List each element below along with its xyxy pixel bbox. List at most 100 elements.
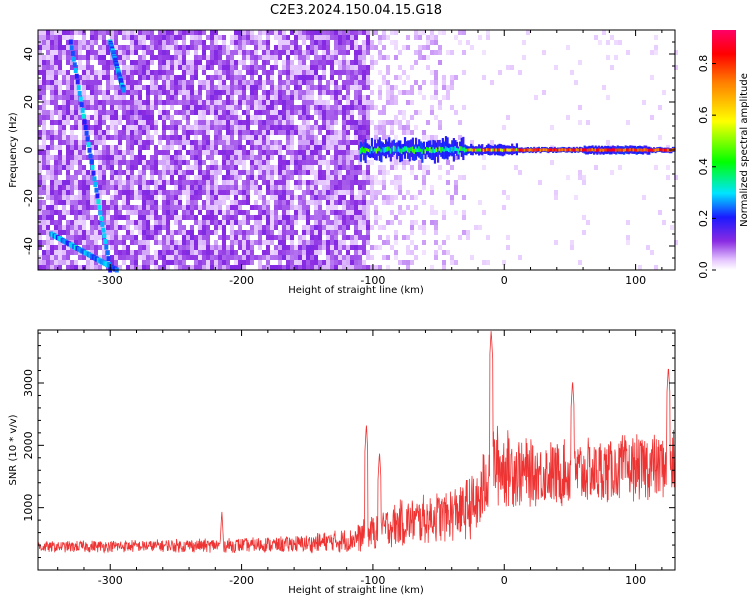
spectrogram-cell: [266, 120, 270, 125]
spectrogram-cell: [230, 185, 234, 190]
spectrogram-cell: [206, 80, 210, 85]
spectrogram-cell: [214, 195, 218, 200]
spectrogram-cell: [506, 235, 510, 240]
spectrogram-cell: [118, 195, 122, 200]
spectrogram-cell: [70, 175, 74, 180]
spectrogram-cell: [366, 160, 370, 165]
spectrogram-cell: [458, 40, 462, 45]
spectrogram-cell: [150, 35, 154, 40]
spectrogram-cell: [230, 100, 234, 105]
spectrogram-cell: [434, 85, 438, 90]
spectrogram-cell: [82, 75, 86, 80]
spectrogram-cell: [398, 75, 402, 80]
dc-line-core: [665, 148, 668, 152]
spectrogram-cell: [266, 240, 270, 245]
spectrogram-cell: [218, 260, 222, 265]
spectrogram-cell: [142, 115, 146, 120]
dc-line-core: [389, 148, 392, 154]
spectrogram-cell: [62, 165, 66, 170]
spectrogram-cell: [46, 50, 50, 55]
spectrogram-cell: [354, 175, 358, 180]
spectrogram-cell: [206, 145, 210, 150]
spectrogram-cell: [434, 115, 438, 120]
spectrogram-cell: [182, 90, 186, 95]
spectrogram-cell: [146, 145, 150, 150]
spectrogram-cell: [114, 240, 118, 245]
spectrogram-cell: [274, 170, 278, 175]
spectrogram-cell: [226, 165, 230, 170]
spectrogram-cell: [322, 70, 326, 75]
spectrogram-cell: [166, 90, 170, 95]
spectrogram-cell: [482, 210, 486, 215]
spectrogram-cell: [378, 85, 382, 90]
spectrogram-cell: [78, 30, 82, 35]
spectrogram-cell: [242, 75, 246, 80]
spectrogram-cell: [58, 230, 62, 235]
dc-line-core: [530, 148, 533, 152]
spectrogram-cell: [258, 80, 262, 85]
spectrogram-cell: [190, 265, 194, 270]
spectrogram-cell: [146, 230, 150, 235]
spectrogram-cell: [74, 65, 78, 70]
spectrogram-cell: [194, 250, 198, 255]
dc-line-core: [397, 146, 400, 152]
spectrogram-cell: [54, 260, 58, 265]
spectrogram-cell: [354, 180, 358, 185]
spectrogram-cell: [38, 215, 42, 220]
spectrogram-cell: [330, 95, 334, 100]
spectrogram-cell: [322, 115, 326, 120]
spectrogram-cell: [70, 105, 74, 110]
spectrogram-cell: [246, 255, 250, 260]
spectrogram-cell: [138, 180, 142, 185]
spectrogram-cell: [138, 230, 142, 235]
spectrogram-cell: [222, 105, 226, 110]
spectrogram-cell: [250, 100, 254, 105]
dc-line-core: [410, 147, 413, 152]
spectrogram-cell: [62, 205, 66, 210]
spectrogram-cell: [102, 205, 106, 210]
spectrogram-cell: [54, 265, 58, 270]
spectrogram-cell: [254, 35, 258, 40]
spectrogram-cell: [242, 180, 246, 185]
spectrogram-cell: [450, 80, 454, 85]
spectrogram-cell: [90, 245, 94, 250]
spectrogram-cell: [146, 105, 150, 110]
spectrogram-cell: [506, 65, 510, 70]
spectrogram-cell: [318, 195, 322, 200]
spectrogram-cell: [258, 265, 262, 270]
spectrogram-cell: [382, 255, 386, 260]
spectrogram-cell: [318, 200, 322, 205]
spectrogram-cell: [210, 205, 214, 210]
spectrogram-cell: [506, 115, 510, 120]
spectrogram-cell: [246, 55, 250, 60]
spectrogram-cell: [418, 110, 422, 115]
spectrogram-cell: [62, 215, 66, 220]
spectrogram-cell: [246, 85, 250, 90]
spectrogram-cell: [282, 45, 286, 50]
spectrogram-cell: [78, 215, 82, 220]
spectrogram-cell: [114, 230, 118, 235]
spectrogram-cell: [66, 230, 70, 235]
spectrogram-cell: [62, 30, 66, 35]
spectrogram-cell: [382, 185, 386, 190]
spectrogram-cell: [194, 45, 198, 50]
spectrogram-cell: [62, 180, 66, 185]
spectrogram-cell: [286, 65, 290, 70]
spectrogram-cell: [338, 50, 342, 55]
spectrogram-cell: [470, 140, 474, 145]
spectrogram-cell: [434, 225, 438, 230]
spectrogram-cell: [166, 125, 170, 130]
spectrogram-cell: [158, 205, 162, 210]
spectrogram-cell: [306, 250, 310, 255]
spectrogram-cell: [578, 260, 582, 265]
spectrogram-cell: [42, 130, 46, 135]
spectrogram-cell: [194, 180, 198, 185]
spectrogram-cell: [38, 145, 42, 150]
spectrogram-cell: [326, 45, 330, 50]
spectrogram-cell: [50, 65, 54, 70]
spectrogram-cell: [174, 80, 178, 85]
spectrogram-cell: [378, 180, 382, 185]
spectrogram-cell: [370, 180, 374, 185]
spectrogram-cell: [94, 90, 98, 95]
spectrogram-cell: [306, 75, 310, 80]
